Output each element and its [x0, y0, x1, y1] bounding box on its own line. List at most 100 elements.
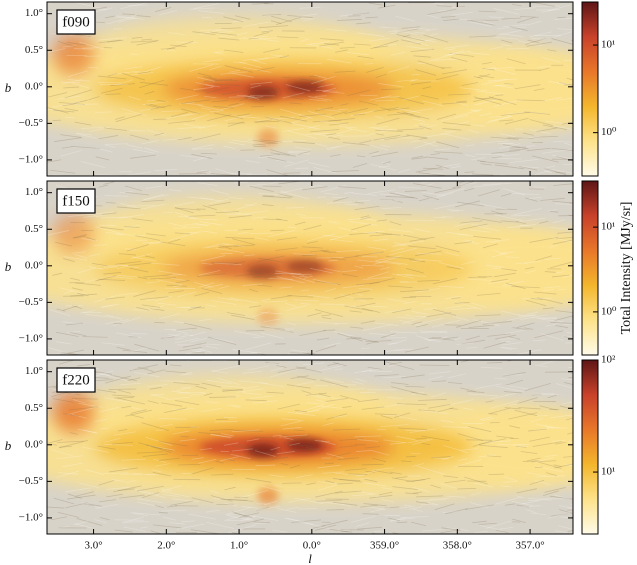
texture	[567, 366, 573, 369]
texture	[504, 393, 516, 396]
texture	[428, 497, 450, 500]
texture	[437, 9, 447, 12]
texture	[519, 314, 548, 321]
y-axis-label: b	[5, 80, 12, 95]
texture	[480, 203, 508, 210]
texture	[511, 500, 533, 506]
texture	[205, 401, 219, 404]
texture	[543, 490, 559, 496]
texture	[128, 96, 141, 101]
texture	[404, 385, 425, 388]
texture	[499, 346, 517, 349]
texture	[540, 333, 564, 341]
texture	[195, 385, 207, 390]
texture	[160, 488, 173, 492]
texture	[133, 290, 156, 298]
texture	[369, 233, 393, 237]
texture	[412, 508, 424, 512]
texture	[367, 189, 396, 195]
texture	[327, 201, 352, 204]
texture	[320, 38, 344, 41]
texture	[173, 201, 195, 207]
texture	[74, 253, 88, 259]
texture	[63, 86, 80, 89]
texture	[357, 199, 371, 202]
texture	[451, 11, 473, 16]
texture	[326, 143, 351, 151]
texture	[237, 228, 254, 231]
texture	[148, 242, 164, 245]
texture	[562, 274, 573, 279]
texture	[224, 502, 238, 507]
texture	[396, 111, 421, 118]
texture	[450, 337, 461, 342]
texture	[547, 4, 571, 12]
texture	[147, 369, 166, 375]
texture	[169, 273, 182, 276]
texture	[114, 79, 134, 86]
texture	[478, 189, 500, 197]
texture	[529, 236, 559, 243]
texture	[51, 391, 69, 398]
texture	[116, 265, 130, 270]
texture	[168, 232, 198, 241]
texture	[451, 5, 462, 9]
texture	[525, 509, 537, 514]
texture	[222, 210, 252, 216]
y-axis-label: b	[5, 259, 12, 274]
texture	[368, 2, 384, 6]
texture	[252, 276, 263, 278]
texture	[353, 368, 384, 374]
texture	[489, 114, 511, 118]
texture	[72, 399, 86, 404]
texture	[228, 95, 255, 98]
texture	[343, 192, 354, 194]
texture	[529, 119, 553, 127]
texture	[173, 227, 201, 229]
texture	[430, 153, 440, 156]
texture	[505, 256, 520, 258]
texture	[277, 403, 300, 410]
texture	[47, 230, 70, 236]
texture	[307, 233, 335, 242]
texture	[287, 443, 313, 447]
texture	[472, 440, 492, 447]
panel-label: f220	[62, 372, 90, 388]
texture	[277, 193, 294, 198]
texture	[390, 517, 415, 521]
texture	[405, 429, 426, 432]
texture	[288, 497, 311, 503]
texture	[424, 307, 437, 310]
texture	[269, 474, 284, 478]
texture	[95, 156, 110, 161]
texture	[316, 499, 343, 502]
texture	[49, 169, 76, 174]
texture	[167, 505, 178, 508]
texture	[262, 185, 282, 188]
texture	[100, 517, 110, 521]
texture	[514, 409, 538, 417]
texture	[228, 103, 239, 106]
texture	[405, 268, 424, 274]
texture	[329, 528, 349, 533]
texture	[469, 35, 497, 38]
emission	[286, 260, 324, 273]
texture	[272, 456, 288, 460]
texture	[374, 115, 384, 119]
texture	[458, 458, 468, 462]
texture	[183, 334, 194, 336]
texture	[487, 413, 498, 415]
texture	[252, 311, 270, 318]
texture	[534, 168, 556, 176]
texture	[337, 332, 363, 342]
texture	[313, 166, 337, 174]
texture	[435, 245, 460, 253]
texture	[419, 123, 429, 125]
texture	[518, 314, 537, 317]
texture	[246, 269, 266, 272]
y-tick-label: 0.5°	[25, 402, 43, 414]
texture	[328, 259, 338, 262]
texture	[547, 49, 557, 52]
texture	[289, 102, 303, 105]
texture	[202, 16, 212, 19]
